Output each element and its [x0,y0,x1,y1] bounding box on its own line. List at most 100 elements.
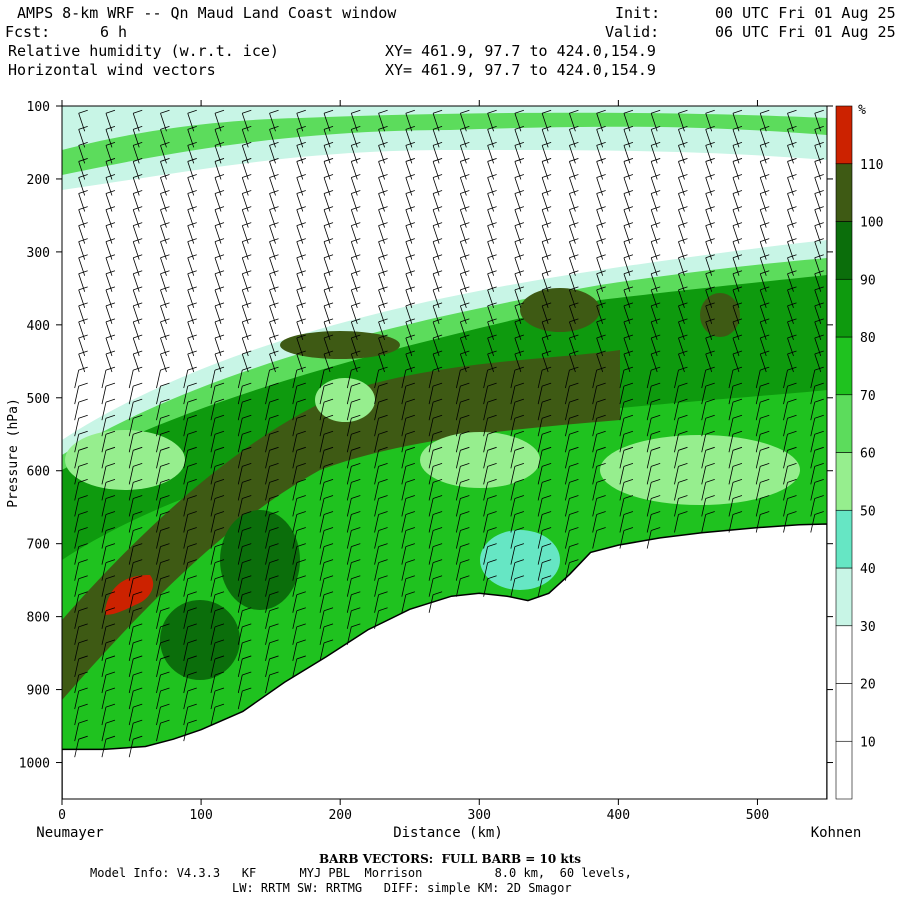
barb-flag [187,350,197,355]
barb-shaft [210,546,216,565]
barb-flag [323,639,334,644]
barb-shaft [810,402,816,421]
barb-shaft [759,193,767,212]
barb-shaft [541,257,549,276]
barb-flag [214,366,225,371]
barb-flag [214,270,225,275]
colorbar-label: 40 [860,562,876,577]
barb-flag [405,109,415,114]
barb-shaft [374,594,379,613]
barb-flag [378,575,388,580]
barb-shaft [565,402,570,421]
barb-flag [242,350,252,355]
barb-shaft [483,369,489,389]
barb-shaft [623,209,631,228]
barb-flag [133,414,143,419]
barb-flag [160,527,170,531]
barb-shaft [787,177,794,196]
barb-shaft [128,466,134,485]
barb-shaft [156,723,161,742]
barb-flag [787,174,797,178]
barb-flag [460,158,470,162]
barb-flag [542,366,552,371]
barb-flag [432,270,443,275]
barb-shaft [210,386,216,405]
barb-flag [651,254,661,259]
barb-flag [596,270,606,275]
barb-shaft [101,402,107,421]
barb-flag [514,382,525,387]
barb-flag [542,302,552,307]
barb-shaft [787,145,794,164]
barb-shaft [156,466,161,485]
barb-flag [378,511,388,515]
barb-shaft [787,193,794,212]
barb-flag [705,254,715,259]
barb-shaft [378,145,385,164]
barb-flag [133,703,143,708]
barb-shaft [569,353,576,373]
barb-column [101,109,116,758]
barb-flag [269,318,279,323]
barb-flag [405,591,415,596]
barb-shaft [592,498,598,517]
barb-flag [296,125,306,130]
barb-shaft [214,337,222,357]
y-tick-label: 600 [27,465,50,480]
barb-shaft [323,129,331,148]
barb-flag [214,109,225,114]
barb-shaft [156,578,161,597]
barb-shaft [132,113,140,132]
barb-shaft [214,209,222,228]
barb-shaft [346,482,352,501]
barb-shaft [623,337,631,357]
barb-shaft [405,113,413,132]
barb-shaft [78,209,86,228]
barb-flag [160,238,170,243]
barb-shaft [759,145,767,164]
barb-flag [242,382,252,387]
barb-flag [623,511,634,515]
barb-flag [514,222,525,227]
barb-flag [432,286,443,291]
barb-shaft [378,129,385,148]
barb-flag [487,158,497,162]
barb-flag [732,382,743,387]
barb-shaft [292,498,298,517]
barb-flag [78,527,88,531]
barb-shaft [759,305,767,325]
barb-flag [105,286,116,291]
plot-area [62,106,827,799]
barb-shaft [292,386,298,405]
barb-shaft [483,466,489,485]
y-tick-label: 800 [27,611,50,626]
barb-shaft [514,337,522,357]
barb-flag [133,174,143,178]
barb-flag [187,671,197,676]
barb-flag [296,109,306,114]
barb-shaft [237,578,243,597]
barb-shaft [101,626,107,645]
barb-shaft [596,273,604,292]
barb-flag [133,575,143,580]
barb-flag [814,174,824,178]
barb-flag [760,430,770,435]
barb-flag [160,366,170,371]
barb-flag [133,302,143,307]
barb-shaft [101,450,107,469]
barb-shaft [401,402,407,421]
barb-flag [187,190,197,194]
barb-flag [378,414,388,419]
barb-shaft [459,305,467,325]
barb-shaft [432,321,440,341]
barb-flag [133,495,143,499]
barb-shaft [705,257,713,276]
barb-shaft [701,514,707,533]
barb-flag [623,142,634,146]
barb-shaft [156,594,161,613]
barb-flag [296,446,306,451]
barb-flag [678,190,688,194]
barb-flag [732,495,743,499]
barb-flag [78,286,88,291]
barb-shaft [132,225,140,244]
